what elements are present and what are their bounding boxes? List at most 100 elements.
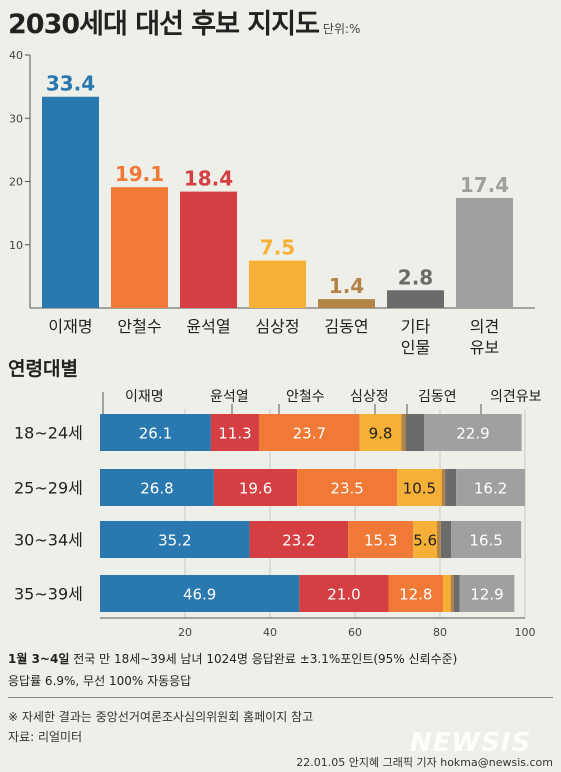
y-tick-label: 20 (9, 176, 23, 189)
stacked-segment (451, 521, 522, 558)
bar (42, 96, 99, 309)
stacked-segment (401, 414, 406, 451)
stacked-segment (397, 469, 442, 506)
legend-label: 김동연 (418, 389, 457, 405)
legend-label: 심상정 (350, 389, 389, 405)
stacked-segment (424, 414, 522, 451)
y-tick-label: 10 (9, 239, 23, 252)
segment-value-label: 10.5 (403, 480, 436, 498)
segment-value-label: 26.1 (139, 425, 172, 443)
category-label: 안철수 (117, 317, 161, 336)
stacked-segment (450, 575, 454, 612)
segment-value-label: 35.2 (158, 532, 191, 550)
bar-value-label: 18.4 (184, 167, 233, 191)
legend-label: 윤석열 (210, 389, 249, 405)
segment-value-label: 26.8 (140, 480, 173, 498)
legend-label: 의견유보 (490, 389, 542, 405)
title-text: 2030세대 대선 후보 지지도 (8, 9, 320, 40)
chart-canvas: 10 20 30 40 33.4 이재명 19.1 안철수 18.4 윤석열 7.5 심상정 1.4 김동… (8, 49, 542, 639)
chart-title: 2030세대 대선 후보 지지도 단위:% (8, 2, 360, 41)
source-note: 자료: 리얼미터 (8, 730, 83, 744)
section-title: 연령대별 (8, 358, 78, 380)
stacked-segment (299, 575, 389, 612)
category-label: 의견 (470, 317, 499, 336)
stacked-segment (348, 521, 414, 558)
response-rate-note: 응답률 6.9%, 무선 100% 자동응답 (8, 674, 192, 688)
stacked-segment (213, 469, 298, 506)
unit-label: 단위:% (322, 22, 361, 36)
stacked-segment (442, 575, 451, 612)
stacked-segment (405, 414, 425, 451)
bar-value-label: 17.4 (460, 173, 509, 197)
stacked-segment (456, 469, 525, 506)
stacked-segment (258, 414, 360, 451)
stacked-segment (297, 469, 398, 506)
bar-value-label: 2.8 (398, 265, 433, 289)
bar (249, 260, 306, 308)
stacked-segment (100, 575, 300, 612)
row-label: 30~34세 (14, 531, 83, 550)
segment-value-label: 23.2 (282, 532, 315, 550)
segment-value-label: 23.7 (293, 425, 326, 443)
category-label: 기타 (401, 317, 431, 336)
segment-value-label: 9.8 (369, 425, 393, 443)
bar (456, 197, 513, 308)
bar-value-label: 33.4 (46, 72, 95, 96)
x-tick-label: 80 (433, 626, 447, 639)
bar (111, 187, 168, 308)
stacked-segment (437, 521, 441, 558)
stacked-segment (445, 469, 457, 506)
segment-value-label: 5.6 (413, 532, 437, 550)
stacked-segment (100, 469, 214, 506)
segment-value-label: 19.6 (239, 480, 272, 498)
stacked-segment (359, 414, 402, 451)
category-label: 이재명 (48, 317, 92, 336)
y-tick-label: 30 (9, 112, 23, 125)
stacked-segment (441, 469, 446, 506)
segment-value-label: 16.2 (474, 480, 507, 498)
x-tick-label: 100 (515, 626, 536, 639)
bar (180, 191, 237, 308)
stacked-segment (249, 521, 349, 558)
reference-note: ※ 자세한 결과는 중앙선거여론조사심의위원회 홈페이지 참고 (8, 710, 314, 724)
row-label: 35~39세 (14, 585, 83, 604)
stacked-segment (459, 575, 515, 612)
stacked-segment (388, 575, 443, 612)
row-label: 18~24세 (14, 424, 83, 443)
segment-value-label: 21.0 (327, 586, 360, 604)
legend-label: 안철수 (286, 389, 325, 405)
category-label: 윤석열 (186, 317, 230, 336)
segment-value-label: 46.9 (183, 586, 216, 604)
bar-value-label: 1.4 (329, 274, 364, 298)
segment-value-label: 12.9 (470, 586, 503, 604)
x-tick-label: 40 (263, 626, 277, 639)
category-label: 유보 (470, 338, 499, 357)
x-tick-label: 60 (348, 626, 362, 639)
row-label: 25~29세 (14, 479, 83, 498)
bar (318, 299, 375, 308)
segment-value-label: 22.9 (456, 425, 489, 443)
segment-value-label: 15.3 (364, 532, 397, 550)
segment-value-label: 11.3 (218, 425, 251, 443)
bar (387, 290, 444, 308)
segment-value-label: 16.5 (469, 532, 502, 550)
survey-details: 전국 만 18세~39세 남녀 1024명 응답완료 ±3.1%포인트(95% … (69, 652, 458, 666)
bar-value-label: 19.1 (115, 162, 164, 186)
segment-value-label: 23.5 (330, 480, 363, 498)
stacked-segment (413, 521, 438, 558)
stacked-segment (100, 521, 250, 558)
stacked-segment (453, 575, 460, 612)
credit-line: 22.01.05 안지혜 그래픽 기자 hokma@newsis.com (296, 756, 553, 769)
category-label: 인물 (401, 338, 430, 357)
newsis-logo: NEWSIS (410, 728, 532, 758)
x-tick-label: 20 (178, 626, 192, 639)
bar-value-label: 7.5 (260, 236, 295, 260)
stacked-segment (440, 521, 452, 558)
segment-value-label: 12.8 (399, 586, 432, 604)
y-tick-label: 40 (9, 49, 23, 62)
survey-date: 1월 3~4일 (8, 652, 70, 666)
survey-note: 1월 3~4일 전국 만 18세~39세 남녀 1024명 응답완료 ±3.1%… (8, 650, 457, 667)
category-label: 심상정 (255, 317, 299, 336)
legend-label: 이재명 (125, 389, 164, 405)
stacked-segment (210, 414, 259, 451)
